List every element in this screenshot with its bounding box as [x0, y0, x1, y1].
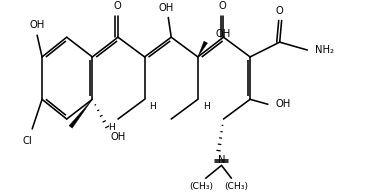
Polygon shape	[198, 41, 208, 57]
Text: O: O	[219, 1, 226, 11]
Text: (CH₃): (CH₃)	[189, 182, 213, 191]
Text: O: O	[276, 6, 283, 16]
Text: OH: OH	[276, 99, 291, 109]
Text: OH: OH	[110, 132, 125, 142]
Text: OH: OH	[215, 29, 231, 39]
Text: OH: OH	[30, 20, 45, 30]
Text: H: H	[203, 102, 210, 111]
Text: H: H	[150, 102, 156, 111]
Text: (CH₃): (CH₃)	[224, 182, 248, 191]
Text: O: O	[113, 1, 121, 11]
Polygon shape	[69, 99, 92, 128]
Text: OH: OH	[159, 3, 174, 13]
Text: NH₂: NH₂	[315, 45, 334, 55]
Text: H: H	[108, 123, 115, 132]
Text: N: N	[218, 155, 225, 165]
Text: Cl: Cl	[22, 136, 32, 146]
